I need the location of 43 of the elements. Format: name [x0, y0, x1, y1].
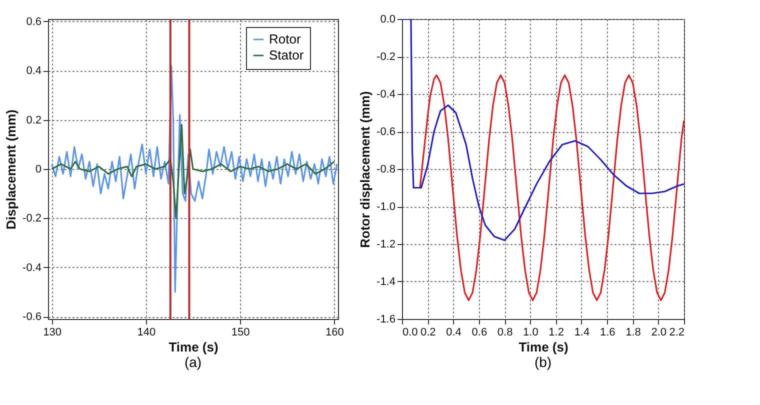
y-tick-label: 0.6 [26, 16, 42, 28]
y-tick-label: -0.4 [376, 88, 396, 100]
legend-label: Stator [269, 48, 304, 62]
y-tick-label: 0.4 [26, 65, 42, 78]
y-tick-label: 0.0 [380, 14, 396, 26]
x-tick-label: 160 [326, 326, 344, 338]
x-tick-label: 1.4 [574, 326, 590, 338]
x-tick-label: 1.0 [523, 326, 538, 338]
y-tick-label: -0.2 [22, 212, 42, 225]
y-tick-label: -0.2 [376, 51, 396, 63]
x-tick-label: 1.2 [548, 326, 564, 338]
y-tick-label: -0.8 [376, 164, 396, 176]
y-tick-label: -1.6 [376, 314, 396, 326]
line-series [419, 74, 684, 302]
x-tick-label: 2.2 [669, 326, 684, 338]
x-tick-label: 0.8 [497, 326, 513, 338]
x-tick-label: 0.2 [420, 326, 436, 338]
y-tick-label: -0.6 [22, 311, 42, 324]
x-tick-label: 150 [231, 326, 250, 338]
y-tick-label: 0.2 [26, 114, 42, 126]
text: (a) [184, 354, 202, 370]
legend-label: Rotor [269, 32, 302, 46]
x-tick-label: 140 [137, 326, 156, 338]
y-tick-label: 0 [35, 164, 42, 176]
line-series [50, 64, 338, 293]
y-tick-label: -1.2 [376, 238, 396, 250]
y-tick-label: -0.6 [376, 126, 396, 138]
x-tick-label: 1.6 [600, 326, 616, 338]
x-tick-label: 130 [43, 326, 62, 338]
y-tick-label: -1.4 [376, 276, 396, 288]
x-tick-label: 0.6 [472, 326, 488, 338]
x-tick-label: 0.4 [446, 326, 462, 338]
text: (b) [534, 354, 552, 370]
x-tick-label: 0.0 [402, 326, 418, 338]
x-axis-title: Time (s) [168, 340, 218, 354]
y-axis-title: Rotor displacement (mm) [358, 91, 373, 248]
x-tick-label: 2.0 [651, 326, 667, 338]
y-axis-title: Displacement (mm) [4, 110, 19, 230]
y-tick-label: -0.4 [22, 262, 42, 274]
x-axis-title: Time (s) [518, 340, 568, 354]
line-series [50, 124, 336, 219]
y-tick-label: -1.0 [376, 201, 396, 213]
x-tick-label: 1.8 [626, 326, 641, 338]
